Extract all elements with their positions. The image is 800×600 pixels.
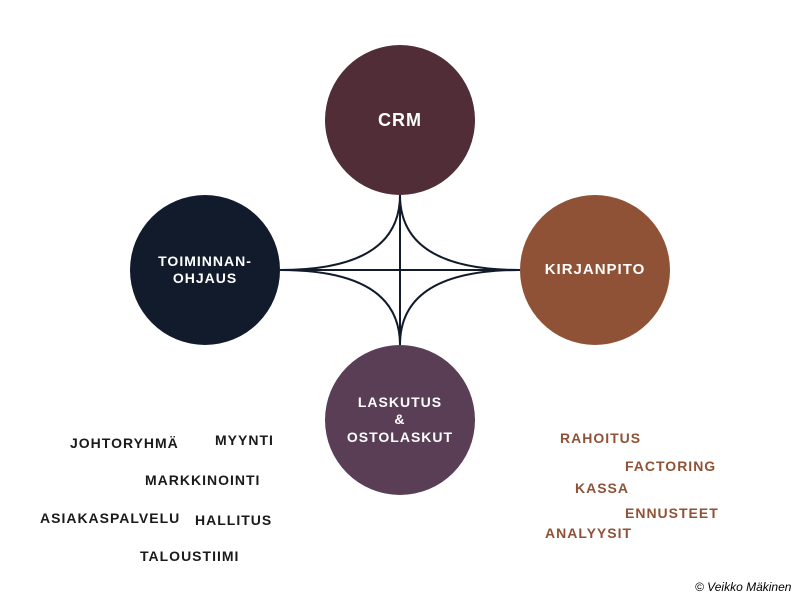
node-laskutus: LASKUTUS&OSTOLASKUT [325,345,475,495]
node-toiminnan: TOIMINNAN-OHJAUS [130,195,280,345]
cloud-word-right: ENNUSTEET [625,505,719,521]
cloud-word-right: ANALYYSIT [545,525,632,541]
cloud-word-left: HALLITUS [195,512,272,528]
cloud-word-left: ASIAKASPALVELU [40,510,180,526]
cloud-word-right: FACTORING [625,458,716,474]
cloud-word-left: JOHTORYHMÄ [70,435,179,451]
edge-arc [400,270,520,345]
cloud-word-right: RAHOITUS [560,430,641,446]
node-kirjanpito: KIRJANPITO [520,195,670,345]
cloud-word-left: MARKKINOINTI [145,472,260,488]
edge-arc [280,195,400,270]
edge-arc [280,270,400,345]
cloud-word-left: MYYNTI [215,432,274,448]
cloud-word-left: TALOUSTIIMI [140,548,239,564]
cloud-word-right: KASSA [575,480,629,496]
node-crm: CRM [325,45,475,195]
edge-arc [400,195,520,270]
attribution: © Veikko Mäkinen [695,580,791,594]
